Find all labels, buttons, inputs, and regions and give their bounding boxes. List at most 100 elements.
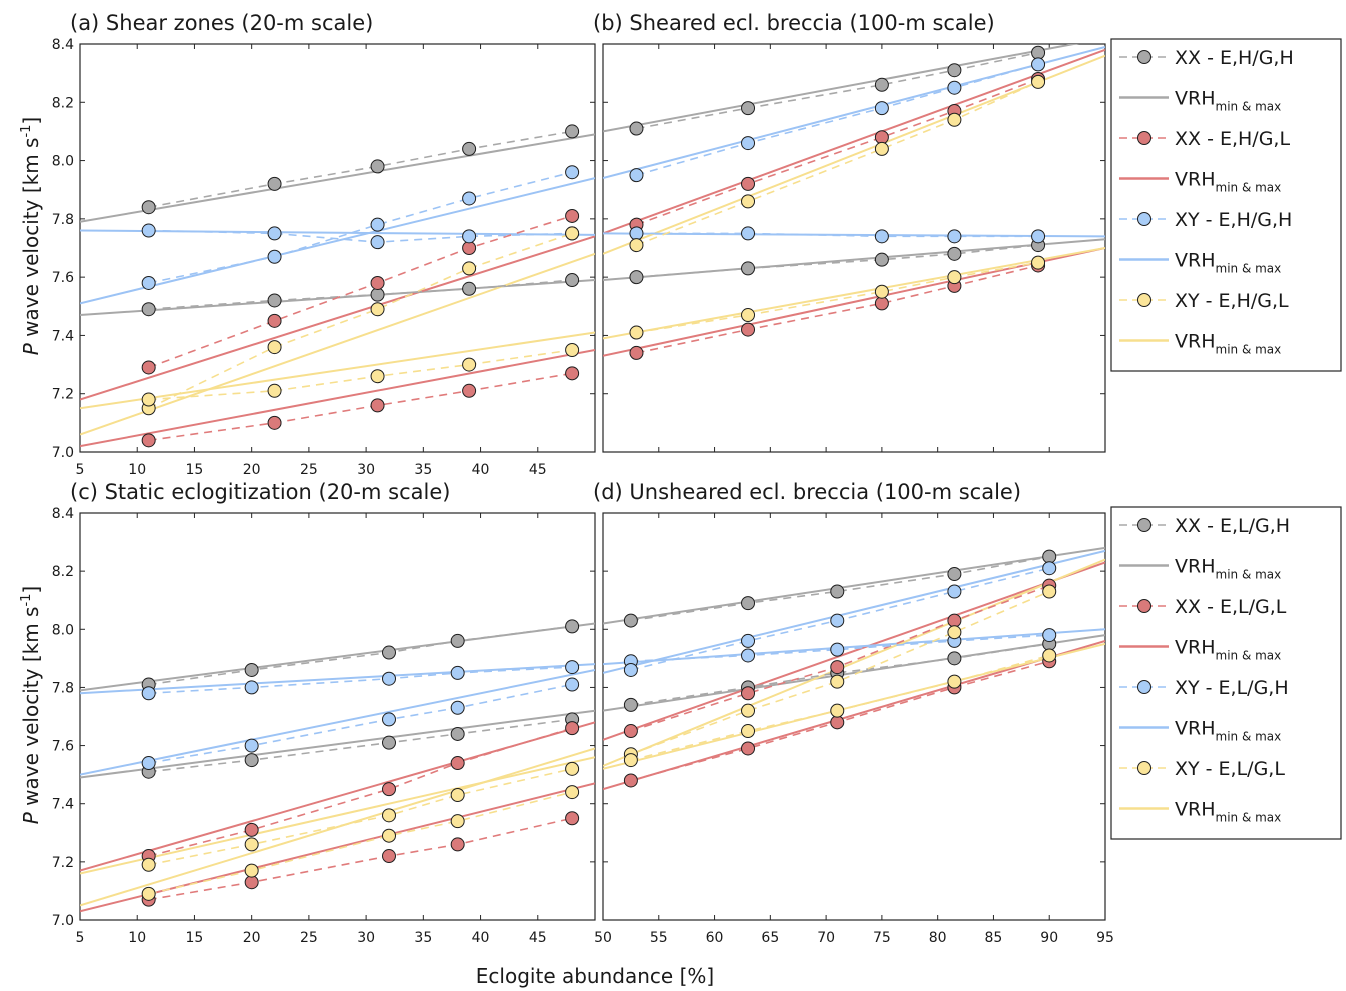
- data-point: [267, 293, 282, 308]
- data-point: [565, 273, 580, 288]
- legend-box: [1110, 38, 1342, 372]
- data-point: [141, 360, 156, 375]
- y-axis-label-bottom: P wave velocity [km s-1]: [19, 586, 43, 824]
- data-point: [830, 703, 845, 718]
- series-dashed-line: [148, 683, 573, 764]
- data-point: [565, 343, 580, 357]
- y-tick-label: 7.6: [52, 739, 74, 755]
- data-point: [629, 270, 644, 285]
- data-point: [244, 680, 259, 695]
- x-tick-label: 30: [357, 462, 375, 478]
- x-tick-label: 10: [128, 930, 146, 946]
- data-point: [462, 141, 477, 156]
- data-point: [450, 837, 465, 852]
- data-point: [741, 308, 756, 323]
- plot-frame: [79, 43, 596, 453]
- series-dashed-line: [148, 791, 573, 895]
- plot-markers: [141, 124, 580, 448]
- data-point: [267, 226, 282, 241]
- data-point: [141, 275, 156, 290]
- data-point: [741, 136, 756, 151]
- series-dashed-line: [148, 727, 573, 857]
- data-point: [629, 325, 644, 340]
- data-point: [741, 703, 756, 718]
- series-dashed-line: [636, 51, 1039, 130]
- legend-label: XX - E,H/G,L: [1175, 128, 1290, 150]
- panel-b: (b) Sheared ecl. breccia (100-m scale): [593, 11, 1106, 453]
- data-point: [141, 686, 156, 701]
- data-point: [947, 651, 962, 666]
- panel-title: (d) Unsheared ecl. breccia (100-m scale): [593, 480, 1021, 504]
- panel-a: (a) Shear zones (20-m scale) 7.0 7.2 7.4 7.6…: [52, 11, 596, 478]
- data-point: [741, 226, 756, 241]
- legend-marker: [1137, 50, 1151, 64]
- data-point: [370, 398, 385, 413]
- data-point: [741, 176, 756, 191]
- legend-item: VRHmin & max: [1119, 169, 1281, 195]
- legend-top: XX - E,H/G,H VRHmin & max XX - E,H/G,L VRHm…: [1110, 38, 1342, 372]
- y-tick-label: 8.4: [52, 506, 74, 522]
- vrh-line: [603, 44, 1080, 133]
- data-point: [462, 383, 477, 398]
- series-dashed-line: [148, 232, 573, 410]
- legend-label: VRHmin & max: [1175, 718, 1281, 744]
- x-tick-label: 5: [76, 462, 85, 478]
- x-tick-label: 35: [414, 930, 432, 946]
- vrh-line: [80, 133, 595, 223]
- vrh-line: [603, 247, 1105, 357]
- data-point: [244, 753, 259, 768]
- x-tick-label: 85: [985, 930, 1003, 946]
- plot-lines: [80, 130, 595, 448]
- data-point: [874, 141, 889, 156]
- data-point: [382, 782, 396, 797]
- plot-markers: [623, 549, 1057, 788]
- x-tick-label: 15: [186, 930, 204, 946]
- legend-item: XX - E,H/G,L: [1119, 128, 1290, 150]
- data-point: [267, 383, 282, 398]
- data-point: [141, 392, 156, 407]
- data-point: [741, 596, 756, 611]
- y-tick-label: 8.0: [52, 622, 74, 638]
- data-point: [450, 665, 465, 680]
- series-dashed-line: [630, 590, 1050, 756]
- data-point: [565, 366, 580, 381]
- x-tick-label: 55: [650, 930, 668, 946]
- legend-label: XY - E,L/G,L: [1175, 758, 1285, 780]
- data-point: [629, 121, 644, 136]
- y-tick-label: 7.4: [52, 797, 74, 813]
- data-point: [1031, 45, 1046, 60]
- data-point: [382, 808, 396, 823]
- data-point: [244, 738, 259, 753]
- y-tick-label: 8.2: [52, 564, 74, 580]
- data-point: [462, 229, 477, 244]
- y-tick-label: 7.2: [52, 855, 74, 871]
- data-point: [565, 124, 580, 139]
- vrh-line: [603, 238, 1105, 282]
- vrh-line: [80, 331, 595, 410]
- plot-frame: [79, 512, 596, 921]
- data-point: [1031, 229, 1046, 244]
- data-point: [874, 252, 889, 267]
- data-point: [244, 822, 259, 837]
- data-point: [874, 101, 889, 116]
- data-point: [382, 671, 396, 686]
- data-point: [629, 345, 644, 360]
- data-point: [565, 660, 580, 675]
- data-point: [623, 724, 638, 739]
- data-point: [382, 712, 396, 727]
- data-point: [629, 238, 644, 253]
- x-tick-label: 75: [873, 930, 891, 946]
- data-point: [623, 773, 638, 788]
- x-tick-label: 95: [1096, 930, 1114, 946]
- data-point: [1031, 74, 1046, 89]
- legend-marker: [1137, 212, 1151, 226]
- legend-item: XX - E,L/G,H: [1119, 515, 1290, 537]
- data-point: [370, 369, 385, 384]
- data-point: [565, 165, 580, 180]
- data-point: [947, 229, 962, 244]
- data-point: [141, 886, 156, 901]
- vrh-line: [80, 622, 595, 692]
- data-point: [874, 229, 889, 244]
- x-tick-label: 45: [529, 462, 547, 478]
